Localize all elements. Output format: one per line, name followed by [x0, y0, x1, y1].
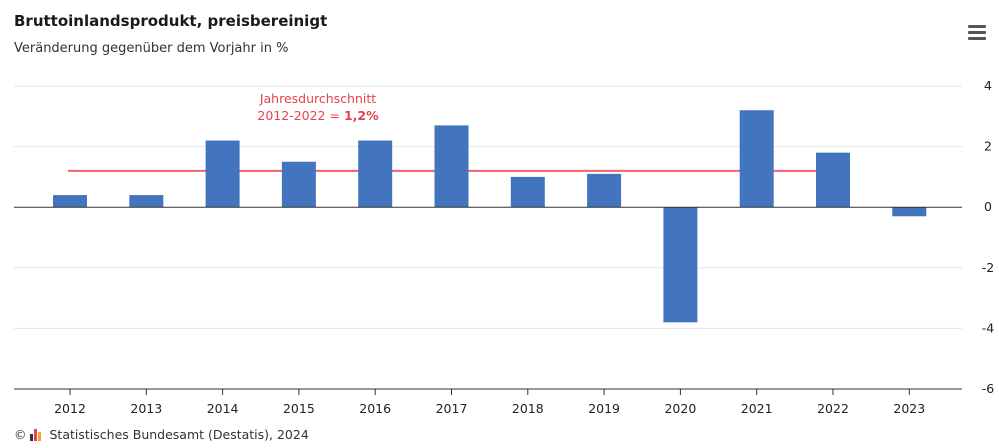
- y-tick-label: -6: [982, 381, 995, 396]
- x-tick-label: 2017: [436, 401, 468, 416]
- bar-chart: 4 2 0 -2 -4 -6 2012 2013 2014 2015 2016 2017 2018 201…: [14, 78, 994, 416]
- copyright-symbol: ©: [14, 427, 27, 442]
- y-tick-label: -2: [982, 260, 994, 275]
- x-tick-label: 2015: [283, 401, 315, 416]
- average-annotation-value: 1,2%: [344, 108, 379, 123]
- average-annotation-line2: 2012-2022 = 1,2%: [257, 108, 379, 123]
- y-tick-label: 2: [984, 139, 992, 154]
- y-tick-label: -4: [982, 320, 995, 335]
- y-tick-label: 0: [984, 199, 992, 214]
- x-tick-label: 2021: [741, 401, 773, 416]
- bar-2012[interactable]: [53, 195, 87, 208]
- source-footer: © Statistisches Bundesamt (Destatis), 20…: [14, 427, 309, 442]
- x-tick-label: 2013: [130, 401, 162, 416]
- x-tick-label: 2019: [588, 401, 620, 416]
- bar-2018[interactable]: [510, 176, 545, 208]
- average-annotation-line1: Jahresdurchschnitt: [259, 91, 376, 106]
- tick-labels: 4 2 0 -2 -4 -6 2012 2013 2014 2015 2016 2017 2018 201…: [54, 78, 994, 416]
- bar-2019[interactable]: [587, 173, 622, 208]
- bar-2023[interactable]: [892, 207, 927, 217]
- x-tick-label: 2022: [817, 401, 849, 416]
- bar-2014[interactable]: [205, 140, 240, 208]
- x-tick-label: 2023: [893, 401, 925, 416]
- bar-2021[interactable]: [739, 110, 774, 208]
- chart-title: Bruttoinlandsprodukt, preisbereinigt: [14, 12, 328, 30]
- x-tick-label: 2020: [664, 401, 696, 416]
- x-tick-label: 2012: [54, 401, 86, 416]
- source-text: Statistisches Bundesamt (Destatis), 2024: [49, 427, 309, 442]
- x-tick-label: 2018: [512, 401, 544, 416]
- grid-lines: [14, 85, 962, 329]
- bars: [53, 110, 927, 323]
- bar-2016[interactable]: [358, 140, 393, 208]
- x-tick-label: 2014: [207, 401, 239, 416]
- average-annotation-prefix: 2012-2022 =: [257, 108, 344, 123]
- hamburger-menu-icon[interactable]: [966, 22, 988, 42]
- bar-2022[interactable]: [816, 152, 850, 208]
- bar-2020[interactable]: [663, 207, 698, 323]
- chart-subtitle: Veränderung gegenüber dem Vorjahr in %: [14, 41, 289, 56]
- bar-2013[interactable]: [129, 195, 164, 208]
- y-tick-label: 4: [984, 78, 992, 93]
- bar-2015[interactable]: [281, 161, 316, 208]
- destatis-logo-icon: [29, 428, 46, 441]
- bar-2017[interactable]: [434, 125, 469, 208]
- x-tick-label: 2016: [359, 401, 391, 416]
- axes: [14, 206, 962, 395]
